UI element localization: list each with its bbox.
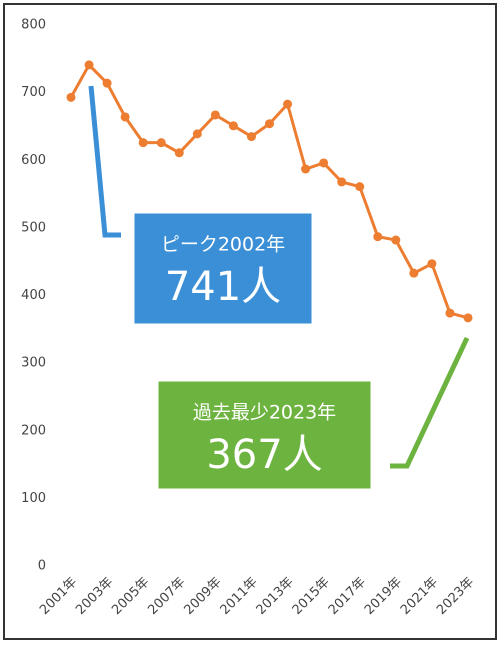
data-point [174, 148, 184, 158]
data-point [138, 138, 148, 148]
y-tick-label: 600 [21, 153, 46, 168]
data-point [156, 138, 166, 148]
callout-title: 過去最少2023年 [193, 402, 336, 424]
data-point [301, 164, 311, 174]
data-point [409, 268, 419, 278]
data-point [66, 92, 76, 102]
data-point [463, 313, 473, 323]
data-point [120, 112, 130, 122]
y-tick-label: 100 [21, 491, 46, 506]
callout-title: ピーク2002年 [161, 234, 285, 256]
data-point [391, 235, 401, 245]
data-point [102, 78, 112, 88]
callout-line [88, 85, 121, 238]
data-point [228, 121, 238, 131]
data-point [210, 110, 220, 120]
data-point [355, 182, 365, 192]
y-tick-label: 300 [21, 356, 46, 371]
callout-box [131, 210, 315, 327]
data-point [84, 60, 94, 70]
data-point [192, 129, 202, 139]
data-point [427, 259, 437, 269]
y-tick-label: 200 [21, 423, 46, 438]
y-tick-label: 500 [21, 220, 46, 235]
data-point [319, 158, 329, 168]
data-point [445, 308, 455, 318]
callout-value: 367人 [206, 432, 322, 478]
data-point [337, 177, 347, 187]
data-point [373, 232, 383, 242]
data-point [246, 132, 256, 142]
callout-line [390, 336, 470, 469]
y-tick-label: 0 [38, 559, 46, 574]
y-tick-label: 400 [21, 288, 46, 303]
y-tick-label: 800 [21, 18, 46, 33]
data-point [265, 119, 274, 129]
data-point [283, 99, 293, 109]
y-tick-label: 700 [21, 85, 46, 100]
callout-value: 741人 [165, 264, 281, 310]
callout-box [155, 378, 374, 492]
